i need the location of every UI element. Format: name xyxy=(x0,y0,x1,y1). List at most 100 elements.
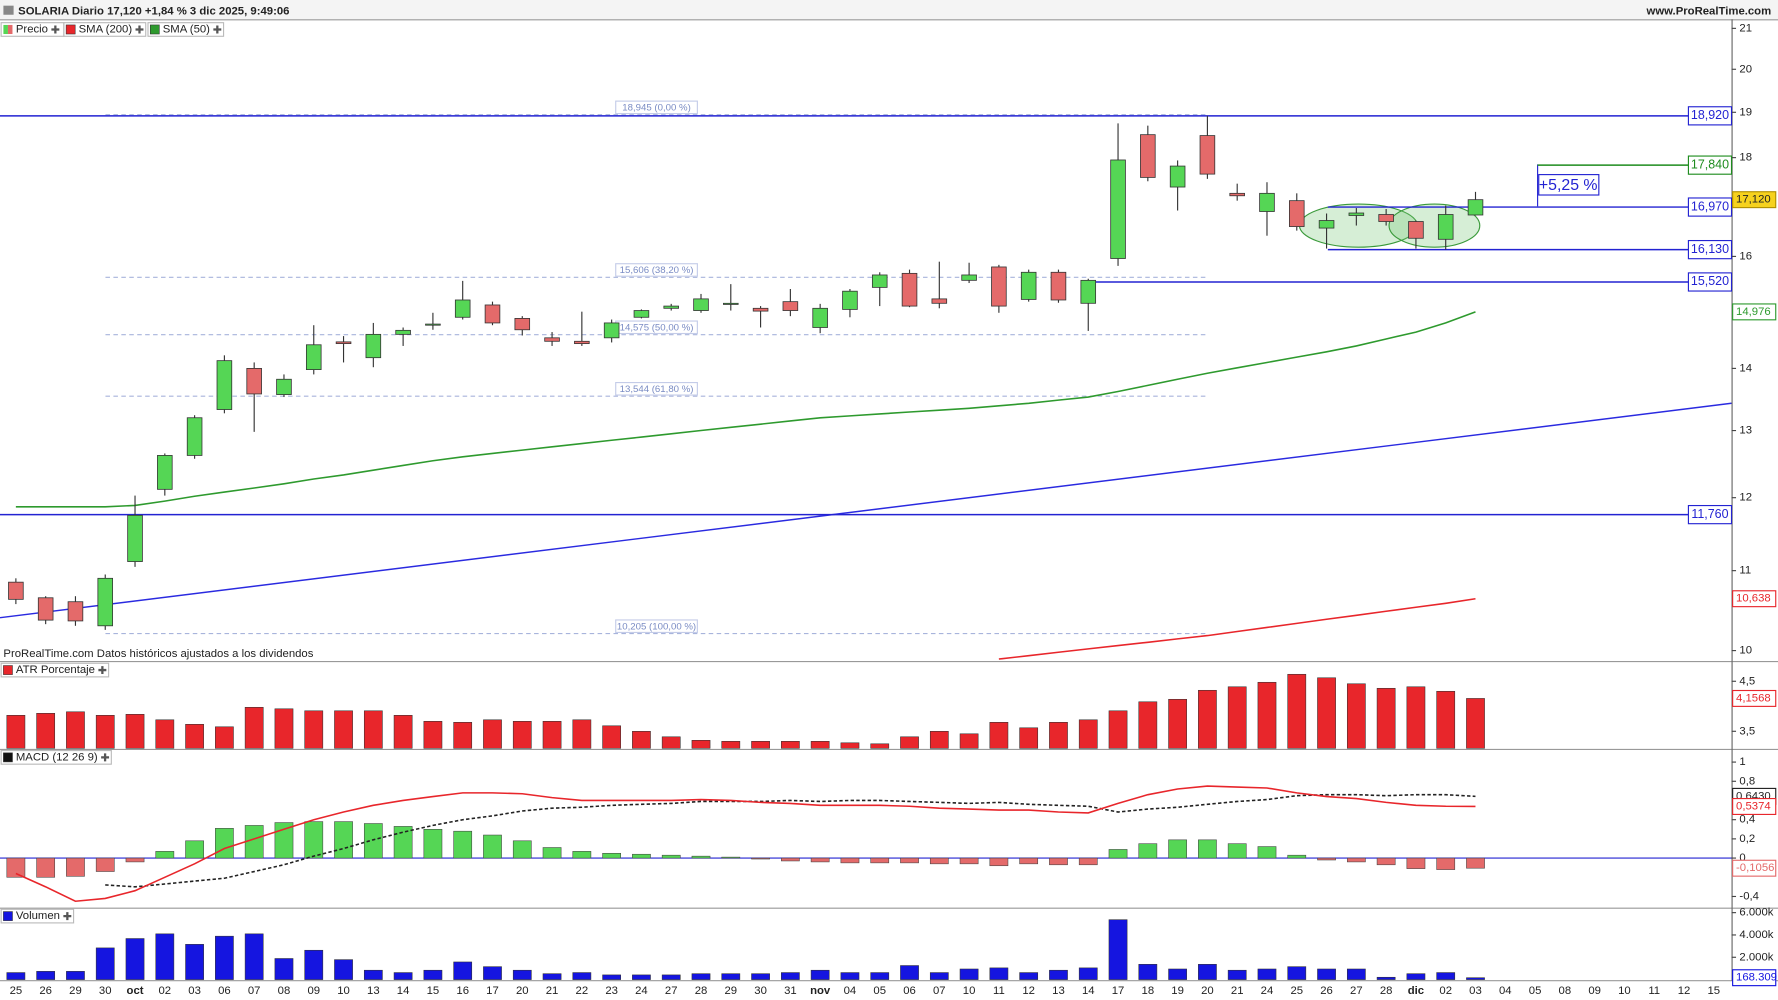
candle-body xyxy=(693,298,709,311)
x-tick-label: 30 xyxy=(754,985,767,997)
histogram-bar xyxy=(155,851,175,859)
legend-plus xyxy=(51,25,60,34)
legend-frame xyxy=(147,22,225,37)
x-tick-label: 17 xyxy=(1112,985,1125,997)
y-tick-label: 18 xyxy=(1739,152,1752,164)
legend-frame xyxy=(0,662,110,678)
legend-frame xyxy=(63,22,147,37)
x-tick-label: 07 xyxy=(248,985,261,997)
legend-plus xyxy=(135,25,144,34)
histogram-bar xyxy=(215,828,234,859)
histogram-bar xyxy=(1049,857,1068,866)
fib-label: 18,945 (0,00 %) xyxy=(622,102,691,113)
histogram-bar xyxy=(1287,854,1307,859)
bar xyxy=(840,742,860,749)
histogram-bar xyxy=(900,857,919,864)
histogram-bar xyxy=(6,857,26,878)
candle-body xyxy=(246,368,262,395)
bar xyxy=(900,965,919,980)
bar xyxy=(334,959,353,980)
legend-frame xyxy=(0,908,75,924)
fib-label-box xyxy=(615,263,698,277)
bar xyxy=(661,974,681,980)
bar xyxy=(840,972,860,980)
bar xyxy=(155,719,175,749)
x-tick-label: 06 xyxy=(218,985,231,997)
histogram-bar xyxy=(870,857,890,864)
bar xyxy=(989,722,1009,749)
y-tick-label: 4,5 xyxy=(1739,675,1755,687)
histogram-bar xyxy=(95,857,115,872)
y-tick-label: 3,5 xyxy=(1739,725,1755,737)
y-tick-label: 16 xyxy=(1739,250,1752,262)
candle-body xyxy=(871,274,888,288)
last-value-label: 0,5374 xyxy=(1736,800,1771,812)
histogram-bar xyxy=(751,857,770,860)
x-tick-label: 19 xyxy=(1171,985,1184,997)
y-tick-label: 12 xyxy=(1739,492,1752,504)
fib-label-box xyxy=(615,100,698,115)
bar xyxy=(1406,973,1426,980)
last-value-box xyxy=(1732,969,1777,987)
candle-body xyxy=(8,581,24,600)
x-tick-label: 07 xyxy=(933,985,946,997)
x-tick-label: 23 xyxy=(605,985,618,997)
histogram-bar xyxy=(453,830,473,859)
bar xyxy=(602,974,621,980)
x-tick-label: 02 xyxy=(159,985,172,997)
candle-body xyxy=(1169,165,1186,188)
candle-body xyxy=(454,299,471,318)
bar xyxy=(125,714,145,749)
y-tick-label: 11 xyxy=(1739,565,1751,577)
y-tick-label: 4.000k xyxy=(1739,929,1773,941)
level-box xyxy=(1687,272,1733,292)
histogram-bar xyxy=(1168,839,1187,859)
level-label: 11,760 xyxy=(1691,507,1728,521)
candle-body xyxy=(1467,199,1484,216)
bar xyxy=(959,733,979,749)
y-tick-label: -0,4 xyxy=(1739,890,1759,902)
x-tick-label: 21 xyxy=(546,985,559,997)
candle-body xyxy=(752,307,769,312)
histogram-bar xyxy=(1078,857,1098,866)
legend-swatch xyxy=(3,665,13,675)
y-tick-label: 21 xyxy=(1739,22,1752,34)
y-tick-label: 0 xyxy=(1739,852,1745,864)
histogram-bar xyxy=(1436,857,1456,870)
candle-body xyxy=(633,310,650,318)
annotation: +5,25 % xyxy=(1539,177,1598,194)
legend-label: ATR Porcentaje xyxy=(16,664,95,676)
bar xyxy=(1227,686,1247,749)
bar xyxy=(66,971,85,980)
histogram-bar xyxy=(959,857,979,865)
histogram-bar xyxy=(66,857,85,877)
candle-body xyxy=(1229,192,1245,197)
x-tick-label: dic xyxy=(1408,985,1424,997)
x-tick-label: 27 xyxy=(665,985,678,997)
level-box xyxy=(1687,504,1733,525)
histogram-bar xyxy=(334,821,353,859)
bar xyxy=(36,713,56,749)
trendline xyxy=(0,402,1732,619)
histogram-bar xyxy=(483,834,502,859)
bar xyxy=(1346,683,1366,749)
bar xyxy=(393,972,413,980)
histogram-bar xyxy=(840,857,860,864)
x-tick-label: 13 xyxy=(367,985,380,997)
bar xyxy=(572,972,592,980)
bar xyxy=(244,933,264,980)
candle-body xyxy=(216,360,233,410)
candle-body xyxy=(603,322,620,339)
bar xyxy=(1257,681,1277,749)
candle-body xyxy=(514,318,531,331)
candle-body xyxy=(663,305,679,309)
candle-body xyxy=(544,337,560,342)
x-tick-label: 22 xyxy=(576,985,589,997)
y-tick-label: 13 xyxy=(1739,425,1752,437)
bar xyxy=(1287,966,1307,980)
legend-plus xyxy=(213,25,222,34)
bar xyxy=(810,969,830,980)
candle-body xyxy=(1318,220,1335,229)
bar xyxy=(512,721,532,749)
histogram-bar xyxy=(1019,857,1039,865)
